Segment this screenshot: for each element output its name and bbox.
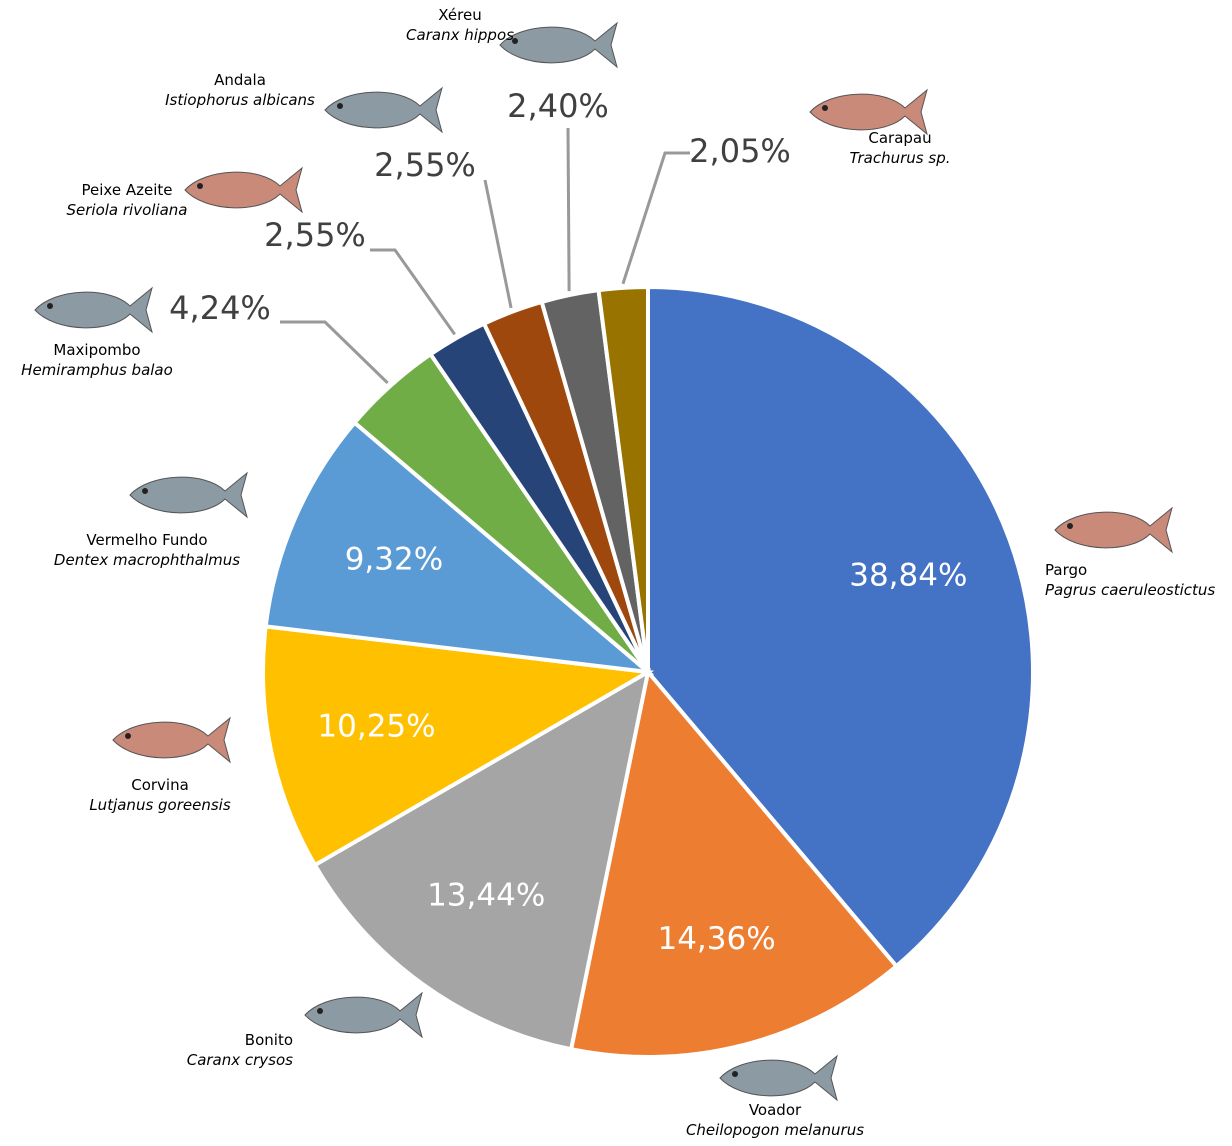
fish-eye — [732, 1071, 738, 1077]
category-label: Xéreu — [438, 6, 481, 24]
value-label: 2,40% — [507, 87, 609, 125]
fish-body — [719, 1054, 838, 1102]
category-label: Carapau — [868, 129, 931, 147]
fish-body — [499, 21, 618, 69]
category-label: Corvina — [131, 776, 189, 794]
leader-line — [370, 248, 456, 336]
fish-eye — [317, 1008, 323, 1014]
pie-slice — [261, 624, 655, 868]
fish-icon — [1054, 506, 1173, 554]
fish-eye — [822, 105, 828, 111]
scientific-name: Trachurus sp. — [850, 149, 951, 167]
fish-icon — [324, 86, 443, 134]
leader-line — [621, 151, 690, 285]
scientific-name: Dentex macrophthalmus — [54, 551, 240, 569]
fish-icon — [304, 991, 423, 1039]
category-label: Voador — [749, 1101, 802, 1119]
fish-body — [112, 716, 231, 764]
leader-line — [483, 179, 513, 309]
pie-slice — [263, 419, 655, 675]
category-label: Andala — [214, 71, 266, 89]
scientific-name: Istiophorus albicans — [165, 91, 315, 109]
category-label: Bonito — [245, 1031, 293, 1049]
value-label: 2,55% — [374, 146, 476, 184]
value-label: 14,36% — [657, 921, 775, 957]
fish-icon — [112, 716, 231, 764]
value-label: 13,44% — [427, 878, 545, 914]
scientific-name: Pagrus caeruleostictus — [1045, 581, 1215, 599]
fish-body — [184, 166, 303, 214]
pie-slice — [312, 668, 651, 1052]
category-label: Maxipombo — [53, 341, 140, 359]
fish-icon — [809, 88, 928, 136]
pie-slice — [646, 284, 1035, 969]
scientific-name: Hemiramphus balao — [21, 361, 173, 379]
fish-body — [34, 286, 153, 334]
fish-body — [324, 86, 443, 134]
fish-body — [304, 991, 423, 1039]
value-label: 2,55% — [264, 216, 366, 254]
scientific-name: Caranx crysos — [187, 1051, 293, 1069]
value-label: 2,05% — [689, 132, 791, 170]
category-label: Pargo — [1045, 561, 1087, 579]
fish-icon — [719, 1054, 838, 1102]
value-label: 10,25% — [317, 708, 435, 744]
category-label: Peixe Azeite — [82, 181, 173, 199]
fish-eye — [1067, 523, 1073, 529]
category-label: Vermelho Fundo — [86, 531, 207, 549]
scientific-name: Cheilopogon melanurus — [686, 1121, 864, 1139]
scientific-name: Seriola rivoliana — [66, 201, 187, 219]
fish-eye — [47, 303, 53, 309]
scientific-name: Caranx hippos — [406, 26, 514, 44]
pie-slice — [596, 284, 650, 673]
fish-body — [809, 88, 928, 136]
fish-eye — [142, 488, 148, 494]
value-label: 4,24% — [169, 289, 271, 327]
fish-eye — [512, 38, 518, 44]
pie-slice — [568, 667, 900, 1059]
fish-eye — [125, 733, 131, 739]
value-label: 38,84% — [849, 557, 967, 593]
scientific-name: Lutjanus goreensis — [89, 796, 231, 814]
fish-icon — [499, 21, 618, 69]
leader-line — [566, 127, 571, 292]
value-label: 9,32% — [345, 542, 443, 578]
fish-icon — [184, 166, 303, 214]
fish-icon — [129, 471, 248, 519]
fish-eye — [337, 103, 343, 109]
fish-body — [1054, 506, 1173, 554]
fish-eye — [197, 183, 203, 189]
fish-icon — [34, 286, 153, 334]
fish-body — [129, 471, 248, 519]
leader-line — [280, 320, 389, 385]
